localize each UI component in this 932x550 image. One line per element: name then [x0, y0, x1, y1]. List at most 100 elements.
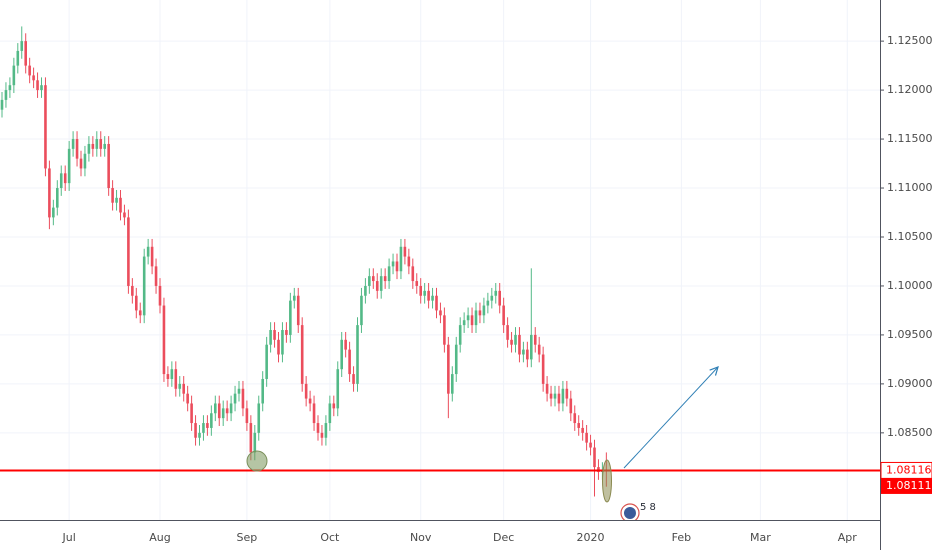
candle-body: [518, 334, 521, 355]
candle-body: [300, 325, 304, 384]
candle-body: [443, 315, 446, 345]
candle-body: [95, 139, 99, 149]
candle-body: [419, 285, 422, 296]
candle-body: [474, 310, 478, 326]
candle-body: [403, 246, 407, 257]
candle-body: [123, 212, 126, 218]
candle-body: [162, 305, 166, 375]
candle-body: [202, 423, 205, 433]
candle-body: [8, 85, 12, 91]
candle-body: [344, 339, 347, 350]
candle-body: [466, 315, 470, 321]
candles: [0, 26, 880, 497]
candle-body: [214, 403, 217, 414]
x-tick-label: Sep: [237, 531, 258, 544]
candle-body: [391, 261, 395, 267]
candle-body: [431, 295, 434, 301]
candle-body: [24, 41, 27, 66]
highlight-circle: [246, 450, 268, 472]
y-tick-label: 1.09500: [887, 328, 932, 341]
candle-body: [131, 285, 134, 296]
candle-body: [526, 349, 529, 360]
y-tick-label: 1.10000: [887, 279, 932, 292]
candle-body: [482, 305, 486, 316]
candle-body: [182, 383, 185, 394]
x-tick-label: Feb: [672, 531, 691, 544]
candle-body: [107, 143, 110, 189]
candle-body: [581, 427, 584, 433]
grid: [0, 0, 880, 520]
candle-body: [154, 266, 158, 286]
candle-body: [387, 266, 391, 282]
candle-body: [593, 447, 596, 468]
candle-body: [186, 393, 189, 404]
candle-body: [221, 408, 225, 419]
candle-body: [502, 305, 505, 326]
candle-body: [289, 300, 292, 335]
candle-body: [439, 310, 442, 316]
candle-body: [451, 374, 454, 394]
candle-body: [510, 339, 513, 345]
candle-body: [458, 325, 462, 345]
candle-body: [352, 374, 355, 384]
candle-body: [103, 143, 106, 149]
candle-body: [340, 339, 343, 370]
candle-body: [190, 403, 193, 424]
candle-body: [233, 393, 237, 404]
candle-body: [368, 276, 371, 286]
candle-body: [364, 285, 367, 296]
candle-body: [565, 388, 569, 399]
candle-body: [490, 295, 494, 301]
x-tick-label: Oct: [320, 531, 340, 544]
candle-body: [435, 295, 438, 311]
candle-body: [269, 330, 272, 345]
last-price-label: 1.08111: [886, 479, 932, 492]
candle-body: [423, 290, 426, 296]
candle-body: [328, 403, 332, 424]
candle-body: [494, 290, 498, 296]
candle-body: [194, 423, 197, 438]
candle-body: [470, 315, 474, 326]
candle-body: [356, 325, 359, 384]
candle-body: [170, 369, 174, 379]
candle-body: [249, 423, 253, 453]
candle-body: [115, 197, 118, 203]
candle-body: [241, 388, 245, 409]
candle-body: [56, 188, 59, 208]
y-tick-label: 1.12500: [887, 34, 932, 47]
candle-body: [217, 403, 221, 419]
time-axis-bg: [0, 521, 881, 550]
candle-body: [257, 403, 261, 433]
candle-body: [454, 344, 458, 375]
x-tick-label: Aug: [149, 531, 170, 544]
candle-body: [293, 295, 296, 301]
candle-body: [166, 374, 170, 379]
candle-body: [545, 383, 549, 394]
x-tick-label: Nov: [410, 531, 432, 544]
candle-body: [52, 207, 55, 218]
candle-body: [407, 256, 411, 267]
candle-body: [67, 148, 71, 184]
candle-body: [265, 344, 268, 379]
candle-body: [245, 408, 249, 424]
candle-body: [375, 281, 379, 291]
candle-body: [40, 85, 43, 91]
candle-body: [320, 432, 324, 438]
candle-body: [150, 246, 154, 267]
candle-body: [12, 65, 16, 86]
candle-body: [59, 173, 63, 189]
candle-body: [48, 168, 51, 218]
candle-body: [83, 153, 87, 169]
candle-body: [142, 256, 146, 316]
candle-body: [71, 139, 75, 149]
candle-body: [0, 99, 4, 110]
candle-body: [4, 90, 8, 100]
candle-body: [348, 349, 351, 375]
candle-body: [158, 285, 162, 306]
candle-body: [332, 403, 336, 409]
candle-body: [312, 403, 316, 424]
candle-body: [198, 432, 201, 438]
